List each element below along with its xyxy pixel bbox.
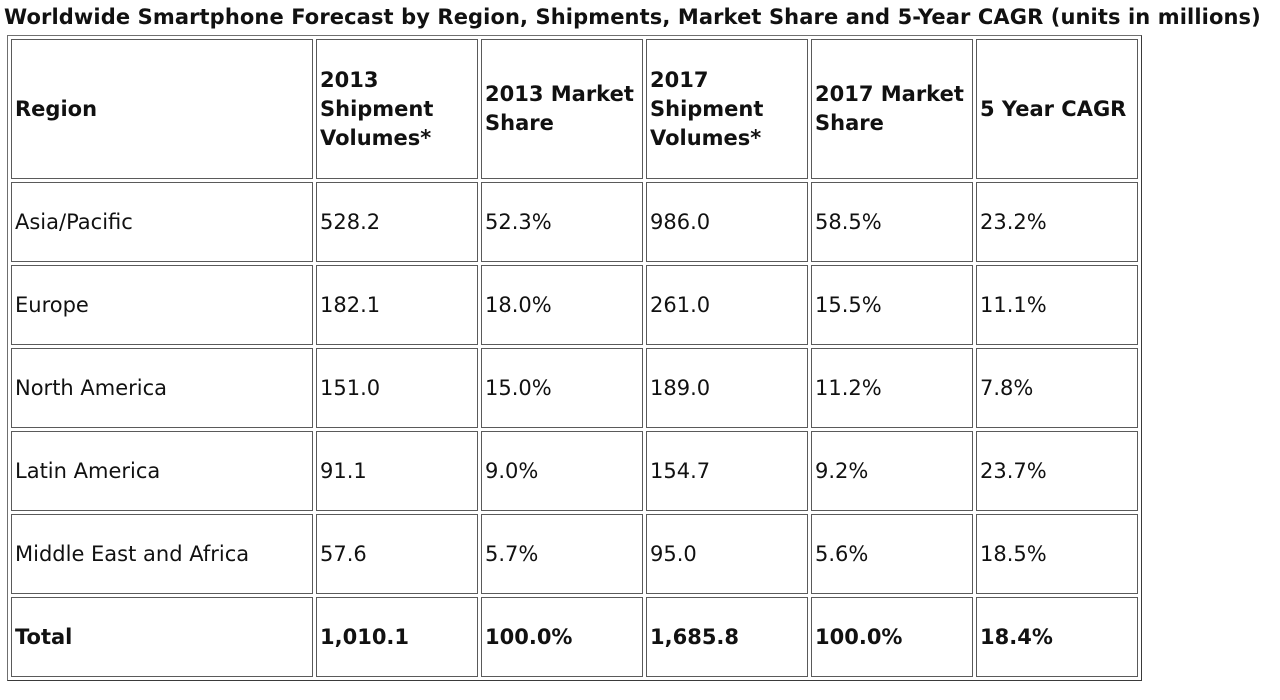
cell-region: North America	[11, 348, 313, 428]
total-share-2017: 100.0%	[811, 597, 973, 677]
total-cagr: 18.4%	[976, 597, 1138, 677]
cell-shipments-2013: 91.1	[316, 431, 478, 511]
cell-shipments-2013: 57.6	[316, 514, 478, 594]
table-row: Middle East and Africa 57.6 5.7% 95.0 5.…	[11, 514, 1138, 594]
cell-region: Asia/Pacific	[11, 182, 313, 262]
cell-share-2013: 52.3%	[481, 182, 643, 262]
cell-share-2017: 11.2%	[811, 348, 973, 428]
header-shipments-2013: 2013 Shipment Volumes*	[316, 39, 478, 179]
header-share-2017: 2017 Market Share	[811, 39, 973, 179]
cell-shipments-2013: 151.0	[316, 348, 478, 428]
header-row: Region 2013 Shipment Volumes* 2013 Marke…	[11, 39, 1138, 179]
cell-shipments-2017: 154.7	[646, 431, 808, 511]
total-shipments-2013: 1,010.1	[316, 597, 478, 677]
cell-region: Europe	[11, 265, 313, 345]
total-region: Total	[11, 597, 313, 677]
cell-share-2013: 18.0%	[481, 265, 643, 345]
cell-region: Middle East and Africa	[11, 514, 313, 594]
header-shipments-2017: 2017 Shipment Volumes*	[646, 39, 808, 179]
cell-shipments-2017: 189.0	[646, 348, 808, 428]
total-shipments-2017: 1,685.8	[646, 597, 808, 677]
cell-share-2013: 15.0%	[481, 348, 643, 428]
total-row: Total 1,010.1 100.0% 1,685.8 100.0% 18.4…	[11, 597, 1138, 677]
table-title: Worldwide Smartphone Forecast by Region,…	[4, 5, 1261, 29]
cell-cagr: 23.2%	[976, 182, 1138, 262]
forecast-table: Region 2013 Shipment Volumes* 2013 Marke…	[7, 35, 1142, 681]
cell-share-2013: 9.0%	[481, 431, 643, 511]
cell-cagr: 23.7%	[976, 431, 1138, 511]
header-region: Region	[11, 39, 313, 179]
cell-share-2017: 9.2%	[811, 431, 973, 511]
total-share-2013: 100.0%	[481, 597, 643, 677]
table-row: Asia/Pacific 528.2 52.3% 986.0 58.5% 23.…	[11, 182, 1138, 262]
cell-shipments-2013: 182.1	[316, 265, 478, 345]
cell-share-2013: 5.7%	[481, 514, 643, 594]
cell-shipments-2017: 95.0	[646, 514, 808, 594]
cell-shipments-2013: 528.2	[316, 182, 478, 262]
cell-cagr: 7.8%	[976, 348, 1138, 428]
table-row: North America 151.0 15.0% 189.0 11.2% 7.…	[11, 348, 1138, 428]
cell-shipments-2017: 261.0	[646, 265, 808, 345]
header-cagr: 5 Year CAGR	[976, 39, 1138, 179]
table-row: Europe 182.1 18.0% 261.0 15.5% 11.1%	[11, 265, 1138, 345]
cell-cagr: 18.5%	[976, 514, 1138, 594]
cell-share-2017: 15.5%	[811, 265, 973, 345]
header-share-2013: 2013 Market Share	[481, 39, 643, 179]
cell-region: Latin America	[11, 431, 313, 511]
cell-shipments-2017: 986.0	[646, 182, 808, 262]
cell-cagr: 11.1%	[976, 265, 1138, 345]
cell-share-2017: 5.6%	[811, 514, 973, 594]
cell-share-2017: 58.5%	[811, 182, 973, 262]
table-row: Latin America 91.1 9.0% 154.7 9.2% 23.7%	[11, 431, 1138, 511]
